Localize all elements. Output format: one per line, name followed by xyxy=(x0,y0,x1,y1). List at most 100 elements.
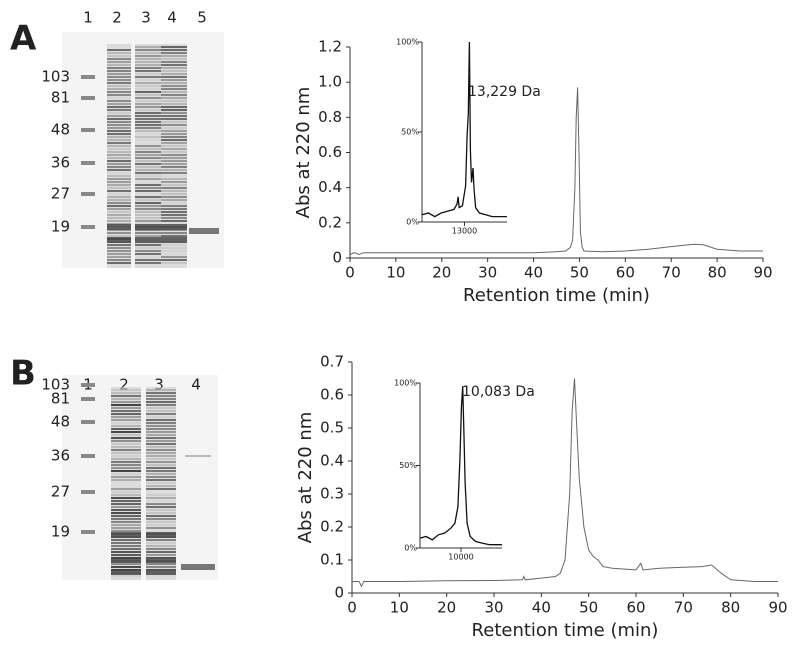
gel-band xyxy=(161,235,187,237)
gel-band xyxy=(161,139,187,141)
gel-band xyxy=(107,97,131,99)
y-tick-label: 0% xyxy=(406,218,419,227)
gel-band xyxy=(107,109,131,111)
x-tick-label: 60 xyxy=(626,599,645,617)
gel-band xyxy=(146,488,176,490)
gel-lane xyxy=(111,387,141,580)
gel-band xyxy=(111,425,141,427)
gel-band xyxy=(111,416,141,418)
gel-band xyxy=(135,124,161,126)
gel-band xyxy=(107,112,131,114)
gel-band xyxy=(107,193,131,195)
gel-band xyxy=(107,196,131,198)
gel-band xyxy=(107,256,131,258)
gel-band xyxy=(135,253,161,255)
gel-band xyxy=(107,49,131,51)
gel-band xyxy=(107,178,131,180)
gel-band xyxy=(107,187,131,189)
gel-band xyxy=(135,58,161,60)
gel-band xyxy=(161,208,187,210)
gel-band xyxy=(146,515,176,517)
gel-band xyxy=(135,190,161,192)
gel-band xyxy=(189,228,219,234)
gel-band xyxy=(135,235,161,237)
gel-band xyxy=(107,127,131,129)
data-line xyxy=(421,41,507,218)
gel-band xyxy=(146,575,176,577)
marker-label: 48 xyxy=(51,121,70,139)
gel-band xyxy=(111,566,141,568)
gel-band xyxy=(161,169,187,171)
gel-band xyxy=(161,232,187,234)
gel-band xyxy=(107,130,131,132)
gel-band xyxy=(146,512,176,514)
gel-band xyxy=(146,425,176,427)
gel-band xyxy=(107,160,131,162)
gel-band xyxy=(146,551,176,553)
gel-band xyxy=(146,467,176,469)
x-tick-label: 0 xyxy=(345,264,355,282)
gel-band xyxy=(161,64,187,66)
gel-band xyxy=(146,422,176,424)
gel-band xyxy=(146,530,176,532)
gel-band xyxy=(111,434,141,436)
gel-band xyxy=(111,530,141,532)
gel-band xyxy=(111,548,141,550)
y-tick-label: 0.1 xyxy=(320,551,344,569)
y-tick-label: 1.2 xyxy=(318,38,342,56)
marker-label: 103 xyxy=(41,376,70,394)
gel-band xyxy=(161,79,187,81)
gel-band xyxy=(111,539,141,541)
gel-band xyxy=(161,121,187,123)
gel-band xyxy=(81,225,95,229)
gel-band xyxy=(107,103,131,105)
gel-band xyxy=(161,181,187,183)
gel-band xyxy=(107,70,131,72)
gel-band xyxy=(135,118,161,120)
y-tick-label: 1.0 xyxy=(318,73,342,91)
gel-band xyxy=(107,121,131,123)
gel-band xyxy=(111,422,141,424)
gel-band xyxy=(146,566,176,568)
gel-band xyxy=(135,91,161,93)
gel-band xyxy=(135,151,161,153)
gel-band xyxy=(146,473,176,475)
gel-band xyxy=(135,224,161,230)
gel-band xyxy=(146,395,176,397)
gel-band xyxy=(146,416,176,418)
gel-band xyxy=(135,106,161,108)
gel-band xyxy=(135,103,161,105)
lane-number: 1 xyxy=(83,9,93,27)
gel-band xyxy=(146,446,176,448)
gel-band xyxy=(111,485,141,487)
gel-band xyxy=(107,82,131,84)
marker-label: 27 xyxy=(51,185,70,203)
gel-band xyxy=(161,130,187,132)
data-line xyxy=(419,386,502,546)
lane-number: 4 xyxy=(167,9,177,27)
gel-band xyxy=(161,91,187,93)
x-tick-label: 10 xyxy=(386,264,405,282)
x-tick-label: 30 xyxy=(484,599,503,617)
gel-band xyxy=(107,235,131,237)
gel-band xyxy=(107,244,131,246)
gel-band xyxy=(146,464,176,466)
gel-band xyxy=(111,458,141,460)
lane-number: 4 xyxy=(191,376,201,394)
gel-band xyxy=(146,404,176,406)
x-tick-label: 50 xyxy=(579,599,598,617)
x-tick-label: 80 xyxy=(708,264,727,282)
gel-band xyxy=(135,109,161,111)
gel-band xyxy=(161,160,187,162)
gel-band xyxy=(111,488,141,490)
gel-band xyxy=(161,256,187,258)
gel-band xyxy=(107,115,131,117)
gel-band xyxy=(161,106,187,108)
gel-band xyxy=(146,569,176,575)
x-tick-label: 40 xyxy=(532,599,551,617)
gel-band xyxy=(161,237,187,243)
gel-band xyxy=(111,545,141,547)
gel-band xyxy=(111,473,141,475)
y-tick-label: 0.4 xyxy=(318,178,342,196)
gel-band xyxy=(111,419,141,421)
